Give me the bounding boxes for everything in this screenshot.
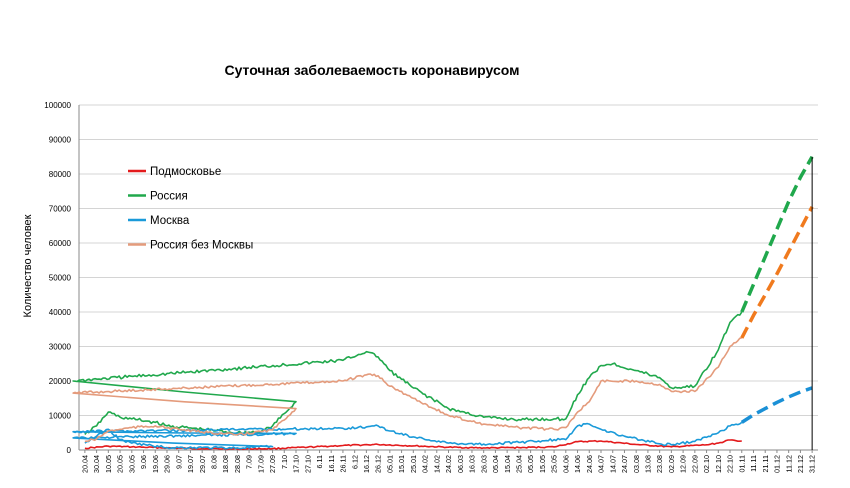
- y-tick-label: 20000: [49, 377, 72, 386]
- x-tick-label: 16.03: [468, 455, 477, 473]
- x-tick-label: 14.07: [608, 455, 617, 473]
- y-axis-ticks: 0 10000 20000 30000 40000 50000 60000 70000 8000…: [44, 101, 71, 455]
- x-tick-label: 04.07: [597, 455, 606, 473]
- y-tick-label: 80000: [49, 170, 72, 179]
- x-tick-label: 16.12: [362, 455, 371, 473]
- y-tick-label: 40000: [49, 308, 72, 317]
- y-tick-label: 100000: [44, 101, 71, 110]
- x-tick-label: 25.01: [409, 455, 418, 473]
- forecast-series-line: [740, 205, 814, 339]
- legend-label: Россия: [150, 191, 188, 203]
- x-tick-label: 10.05: [104, 455, 113, 473]
- x-tick-label: 28.08: [233, 455, 242, 473]
- x-tick-label: 22.09: [690, 455, 699, 473]
- x-tick-label: 17.10: [292, 455, 301, 473]
- x-tick-label: 24.02: [444, 455, 453, 473]
- x-tick-label: 13.08: [644, 455, 653, 473]
- x-tick-label: 21.12: [796, 455, 805, 473]
- x-tick-label: 22.10: [726, 455, 735, 473]
- x-tick-label: 12.09: [679, 455, 688, 473]
- x-tick-label: 7.10: [280, 455, 289, 469]
- x-tick-label: 04.06: [561, 455, 570, 473]
- x-tick-label: 26.11: [339, 455, 348, 472]
- x-tick-label: 31.12: [808, 455, 817, 473]
- y-axis-label: Количество человек: [22, 214, 34, 317]
- legend-label: Москва: [150, 215, 190, 227]
- legend-label: Подмосковье: [150, 166, 221, 178]
- x-tick-label: 14.02: [432, 455, 441, 473]
- y-tick-label: 90000: [49, 136, 72, 145]
- x-tick-label: 06.03: [456, 455, 465, 473]
- x-tick-label: 03.08: [632, 455, 641, 473]
- x-tick-label: 29.06: [163, 455, 172, 473]
- x-tick-label: 05.05: [526, 455, 535, 473]
- x-axis-ticks: 20.04 30.04 10.05 20.05 30.05 9.06 19.06 29.06 9…: [80, 450, 817, 473]
- x-tick-label: 01.11: [737, 455, 746, 472]
- x-tick-label: 27.10: [303, 455, 312, 473]
- x-tick-label: 25.05: [550, 455, 559, 473]
- x-tick-label: 27.09: [268, 455, 277, 473]
- x-tick-label: 24.06: [585, 455, 594, 473]
- x-tick-label: 18.08: [221, 455, 230, 473]
- x-tick-label: 20.04: [80, 455, 89, 473]
- x-tick-label: 05.04: [491, 455, 500, 473]
- x-tick-label: 29.07: [198, 455, 207, 473]
- x-tick-label: 6.12: [350, 455, 359, 469]
- x-tick-label: 14.06: [573, 455, 582, 473]
- x-tick-label: 30.05: [127, 455, 136, 473]
- chart-title: Суточная заболеваемость коронавирусом: [224, 62, 519, 78]
- series-lines: [72, 155, 814, 451]
- x-tick-label: 7.09: [245, 455, 254, 469]
- legend-label: Россия без Москвы: [150, 240, 253, 252]
- forecast-series-line: [740, 155, 814, 313]
- x-tick-label: 30.04: [92, 455, 101, 473]
- y-tick-label: 50000: [49, 274, 72, 283]
- x-tick-label: 02.09: [667, 455, 676, 473]
- x-tick-label: 15.01: [397, 455, 406, 473]
- y-tick-label: 0: [67, 446, 72, 455]
- x-tick-label: 20.05: [116, 455, 125, 473]
- x-tick-label: 11.12: [784, 455, 793, 472]
- x-tick-label: 25.04: [514, 455, 523, 473]
- x-tick-label: 21.11: [761, 455, 770, 472]
- x-tick-label: 11.11: [749, 455, 758, 472]
- y-tick-label: 10000: [49, 412, 72, 421]
- x-tick-label: 6.11: [315, 455, 324, 468]
- x-tick-label: 02.10: [702, 455, 711, 473]
- y-tick-label: 70000: [49, 205, 72, 214]
- x-tick-label: 9.06: [139, 455, 148, 469]
- x-tick-label: 26.12: [374, 455, 383, 473]
- x-tick-label: 19.07: [186, 455, 195, 473]
- x-tick-label: 01.12: [773, 455, 782, 473]
- series-line: [84, 439, 742, 451]
- x-tick-label: 17.09: [256, 455, 265, 473]
- x-tick-label: 9.07: [174, 455, 183, 469]
- x-tick-label: 26.03: [479, 455, 488, 473]
- x-tick-label: 05.01: [385, 455, 394, 473]
- x-tick-label: 19.06: [151, 455, 160, 473]
- y-tick-label: 60000: [49, 239, 72, 248]
- x-tick-label: 04.02: [421, 455, 430, 473]
- series-line: [72, 337, 742, 443]
- series-line: [72, 421, 743, 450]
- y-tick-label: 30000: [49, 343, 72, 352]
- x-tick-label: 15.05: [538, 455, 547, 473]
- x-tick-label: 8.08: [209, 455, 218, 469]
- x-tick-label: 24.07: [620, 455, 629, 473]
- forecast-series-line: [740, 386, 813, 424]
- x-tick-label: 23.08: [655, 455, 664, 473]
- legend: Подмосковье Россия Москва Россия без Москвы: [128, 166, 253, 252]
- x-tick-label: 12.10: [714, 455, 723, 473]
- x-tick-label: 16.11: [327, 455, 336, 472]
- x-tick-label: 15.04: [503, 455, 512, 473]
